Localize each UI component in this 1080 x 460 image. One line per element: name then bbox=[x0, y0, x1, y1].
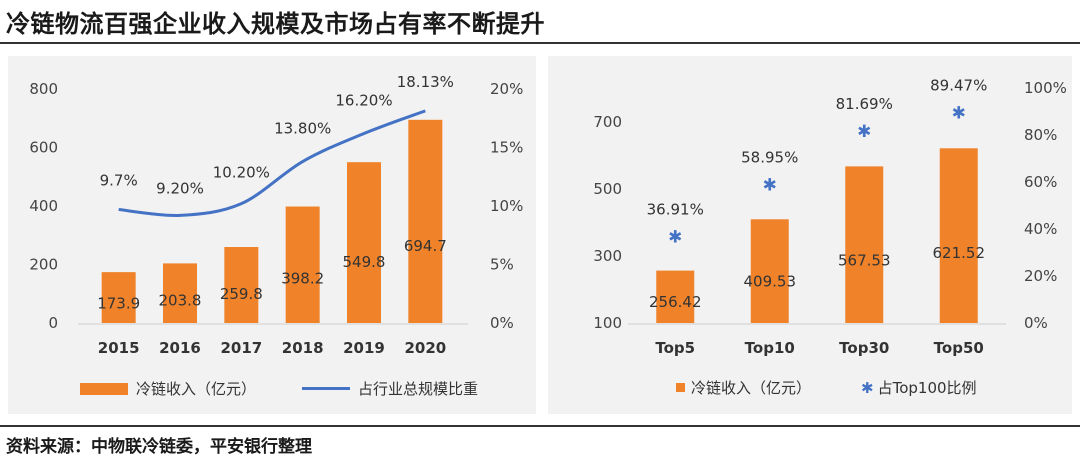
y2-tick-label: 40% bbox=[1024, 220, 1057, 238]
y2-tick-label: 5% bbox=[490, 256, 514, 274]
x-tick-label: 2016 bbox=[159, 339, 201, 357]
y2-tick-label: 60% bbox=[1024, 173, 1057, 191]
bar-value-label: 203.8 bbox=[159, 291, 202, 309]
y-tick-label: 200 bbox=[29, 256, 58, 274]
right-legend: 冷链收入（亿元） ✱ 占Top100比例 bbox=[676, 377, 977, 398]
right-chart-svg: 100 300 500 700 0% 20% 40% 60% 80% 100% 256.42 Top5… bbox=[593, 77, 1067, 357]
scatter-marker: ✱ bbox=[857, 122, 871, 142]
x-tick-label: Top30 bbox=[839, 339, 889, 357]
y2-tick-label: 0% bbox=[490, 314, 514, 332]
bar bbox=[285, 206, 320, 323]
y2-tick-label: 15% bbox=[490, 139, 523, 157]
line-value-label: 9.20% bbox=[156, 179, 204, 197]
bar-value-label: 259.8 bbox=[220, 285, 263, 303]
y-tick-label: 0 bbox=[48, 314, 58, 332]
line-value-label: 18.13% bbox=[397, 73, 454, 91]
source-divider bbox=[0, 425, 1080, 427]
scatter-marker: ✱ bbox=[668, 227, 682, 247]
series-line bbox=[118, 109, 426, 217]
bar-value-label: 549.8 bbox=[343, 253, 386, 271]
legend-swatch-bar bbox=[80, 382, 128, 395]
x-tick-label: Top10 bbox=[745, 339, 795, 357]
line-value-label: 10.20% bbox=[213, 164, 270, 182]
x-tick-label: Top50 bbox=[934, 339, 984, 357]
y-tick-label: 600 bbox=[29, 139, 58, 157]
y-tick-label: 500 bbox=[593, 180, 622, 198]
y2-tick-label: 80% bbox=[1024, 126, 1057, 144]
bar-value-label: 621.52 bbox=[933, 244, 986, 262]
scatter-value-label: 81.69% bbox=[836, 95, 893, 113]
bar bbox=[845, 166, 884, 323]
line-value-label: 9.7% bbox=[100, 172, 138, 190]
y-tick-label: 700 bbox=[593, 113, 622, 131]
y-tick-label: 300 bbox=[593, 247, 622, 265]
scatter-marker: ✱ bbox=[763, 175, 777, 195]
legend-label-line: 占行业总规模比重 bbox=[358, 380, 479, 398]
x-tick-label: 2019 bbox=[343, 339, 385, 357]
bar bbox=[750, 219, 789, 323]
scatter-value-label: 89.47% bbox=[930, 77, 987, 95]
page-title: 冷链物流百强企业收入规模及市场占有率不断提升 bbox=[6, 10, 545, 38]
bar-value-label: 173.9 bbox=[97, 295, 140, 313]
y-tick-label: 400 bbox=[29, 197, 58, 215]
legend-swatch-line bbox=[302, 387, 351, 390]
chart-panel-right: 100 300 500 700 0% 20% 40% 60% 80% 100% 256.42 Top5… bbox=[548, 56, 1072, 414]
bar-value-label: 256.42 bbox=[649, 293, 702, 311]
source-note: 资料来源：中物联冷链委，平安银行整理 bbox=[6, 437, 312, 457]
bar bbox=[163, 263, 197, 323]
line-value-label: 16.20% bbox=[335, 91, 392, 109]
scatter-marker: ✱ bbox=[952, 104, 966, 124]
y2-tick-label: 10% bbox=[490, 197, 523, 215]
bar bbox=[224, 247, 259, 323]
bar bbox=[101, 272, 136, 323]
legend-swatch-bar bbox=[676, 383, 685, 392]
legend-swatch-marker: ✱ bbox=[861, 378, 874, 397]
x-tick-label: Top5 bbox=[655, 339, 695, 357]
line-value-label: 13.80% bbox=[274, 120, 331, 138]
legend-label-marker: 占Top100比例 bbox=[877, 379, 977, 397]
bar bbox=[347, 162, 381, 323]
x-tick-label: 2018 bbox=[282, 339, 324, 357]
scatter-value-label: 58.95% bbox=[741, 148, 798, 166]
x-tick-label: 2017 bbox=[220, 339, 262, 357]
y-tick-label: 800 bbox=[29, 80, 58, 98]
legend-label-bar: 冷链收入（亿元） bbox=[691, 379, 812, 397]
y2-tick-label: 0% bbox=[1024, 314, 1048, 332]
scatter-value-label: 36.91% bbox=[647, 200, 704, 218]
y2-tick-label: 20% bbox=[490, 80, 523, 98]
y-tick-label: 100 bbox=[593, 314, 622, 332]
x-tick-label: 2015 bbox=[98, 339, 140, 357]
y2-tick-label: 20% bbox=[1024, 267, 1057, 285]
bar bbox=[656, 270, 695, 323]
bar-value-label: 398.2 bbox=[281, 270, 324, 288]
left-chart-svg: 0 200 400 600 800 0% 5% 10% 15% 20% 173.9 2015 203.8… bbox=[29, 73, 523, 357]
legend-label-bar: 冷链收入（亿元） bbox=[136, 380, 257, 398]
x-tick-label: 2020 bbox=[404, 339, 446, 357]
bar bbox=[408, 119, 443, 323]
bar bbox=[939, 148, 978, 323]
title-divider bbox=[0, 42, 1080, 44]
chart-panel-left: 0 200 400 600 800 0% 5% 10% 15% 20% 173.9 2015 203.8… bbox=[8, 56, 536, 414]
bar-value-label: 694.7 bbox=[404, 237, 447, 255]
bar-value-label: 567.53 bbox=[838, 251, 891, 269]
y2-tick-label: 100% bbox=[1024, 79, 1067, 97]
left-legend: 冷链收入（亿元） 占行业总规模比重 bbox=[80, 378, 478, 399]
bar-value-label: 409.53 bbox=[744, 273, 797, 291]
